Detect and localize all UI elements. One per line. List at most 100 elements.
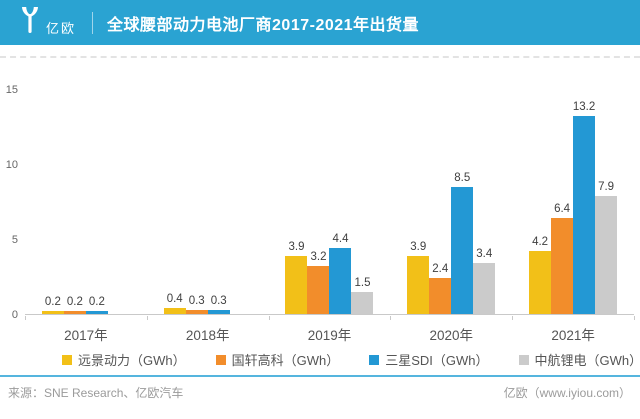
bar-value-label: 3.9 (288, 240, 305, 253)
bar-value-label: 6.4 (554, 203, 571, 215)
bar-value-label: 0.3 (188, 294, 205, 307)
x-tick (512, 316, 514, 320)
legend-label: 三星SDI（GWh） (385, 353, 489, 368)
y-tick-label: 5 (11, 234, 18, 246)
bar-slot: 0.2 (41, 296, 64, 314)
bar-value-label: 7.9 (598, 180, 615, 193)
source-text: 来源：SNE Research、亿欧汽车 (8, 386, 184, 400)
bar-slot: 0.3 (207, 294, 230, 314)
bar-group: 0.4 0.3 0.3 (147, 90, 269, 314)
bar-group: 0.2 0.2 0.2 (25, 90, 147, 314)
bar (307, 266, 330, 314)
x-tick (634, 316, 635, 320)
bar (573, 116, 596, 314)
bar-value-label: 0.2 (88, 296, 105, 308)
x-axis-labels: 2017年 2018年 2019年 2020年 2021年 (25, 324, 634, 344)
bar (163, 308, 186, 314)
site-credit-text: 亿欧（www.iyiou.com） (503, 386, 631, 400)
page-title: 全球腰部动力电池厂商2017-2021年出货量 (107, 16, 420, 34)
bar-value-label: 13.2 (572, 101, 596, 113)
bar-slot: 6.4 (551, 203, 574, 314)
bar (41, 311, 64, 314)
bar (285, 255, 308, 314)
legend-label: 国轩高科（GWh） (231, 353, 340, 368)
footer-divider-line (0, 375, 640, 377)
yiou-logo: 亿欧 (18, 6, 76, 39)
x-tick (390, 316, 392, 320)
x-tick (146, 316, 148, 320)
bar-value-label: 3.4 (476, 248, 493, 260)
legend-swatch (518, 354, 529, 365)
bar (451, 186, 474, 314)
bar-slot: 3.9 (285, 240, 308, 314)
yiou-logo-text: 亿欧 (46, 21, 77, 36)
header-divider (92, 11, 94, 34)
bar (351, 291, 374, 314)
bar (595, 195, 618, 314)
bar (529, 251, 552, 314)
legend-item: 远景动力（GWh） (62, 350, 186, 369)
footer: 来源：SNE Research、亿欧汽车 亿欧（www.iyiou.com） (0, 384, 640, 401)
legend-item: 三星SDI（GWh） (369, 350, 489, 369)
x-tick (25, 316, 26, 320)
bar-value-label: 0.3 (210, 294, 227, 307)
bar-value-label: 4.4 (332, 233, 349, 245)
bar (407, 255, 430, 314)
bar-slot: 8.5 (451, 171, 474, 314)
bar (329, 248, 352, 314)
legend-swatch (215, 354, 226, 365)
y-tick-label: 15 (5, 84, 18, 96)
category-label: 2021年 (551, 328, 595, 343)
bar (85, 311, 108, 314)
y-tick-label: 10 (5, 159, 18, 171)
bar-value-label: 3.2 (310, 251, 327, 263)
bar-group: 3.9 3.2 4.4 1.5 (269, 90, 391, 314)
bar-slot: 2.4 (429, 263, 452, 314)
plot-area: 0.2 0.2 0.2 0.4 0.3 0.3 3.9 3.2 4.4 1.5 3.9 2.4 8.5 3… (25, 90, 634, 315)
category-label: 2019年 (307, 328, 352, 343)
bar (473, 263, 496, 314)
bar-slot: 4.4 (329, 233, 352, 314)
bar (207, 309, 230, 314)
category-label: 2020年 (429, 328, 474, 343)
category-label: 2017年 (64, 328, 108, 343)
bar (551, 218, 574, 314)
bar-slot: 3.9 (407, 240, 430, 314)
legend-item: 国轩高科（GWh） (215, 350, 340, 369)
legend-label: 远景动力（GWh） (78, 353, 186, 368)
bar-slot: 0.3 (185, 294, 208, 314)
chart-legend: 远景动力（GWh） 国轩高科（GWh） 三星SDI（GWh） 中航锂电（GWh） (0, 350, 640, 369)
bar-slot: 1.5 (351, 276, 374, 314)
bar-slot: 7.9 (595, 180, 618, 314)
bar (429, 278, 452, 314)
bar-slot: 4.2 (529, 236, 552, 314)
legend-swatch (369, 354, 380, 365)
bar-value-label: 2.4 (432, 263, 449, 275)
bar-slot: 13.2 (573, 101, 595, 314)
y-tick-label: 0 (11, 309, 18, 321)
bar-slot: 0.2 (85, 296, 108, 314)
bar-value-label: 1.5 (354, 276, 371, 289)
legend-item: 中航锂电（GWh） (518, 350, 640, 369)
category-label: 2018年 (185, 328, 230, 343)
bar-slot: 3.2 (307, 251, 330, 314)
bar (63, 311, 86, 314)
bar-slot: 3.4 (473, 248, 496, 314)
bar-slot: 0.4 (163, 293, 186, 314)
bar-value-label: 8.5 (454, 171, 471, 184)
header-bar: 亿欧 全球腰部动力电池厂商2017-2021年出货量 (0, 0, 640, 45)
yiou-logo-icon (18, 6, 42, 39)
bar-value-label: 4.2 (532, 236, 549, 248)
bar-group: 3.9 2.4 8.5 3.4 (390, 90, 512, 314)
dashed-separator (0, 56, 640, 58)
legend-swatch (62, 354, 72, 365)
bar-value-label: 0.2 (66, 296, 83, 308)
bar-value-label: 3.9 (410, 240, 427, 253)
legend-label: 中航锂电（GWh） (534, 353, 640, 368)
bar-value-label: 0.4 (166, 293, 183, 305)
bar-slot: 0.2 (63, 296, 86, 314)
bar-group: 4.2 6.4 13.2 7.9 (512, 90, 634, 314)
x-tick (268, 316, 270, 320)
bar-value-label: 0.2 (44, 296, 61, 308)
